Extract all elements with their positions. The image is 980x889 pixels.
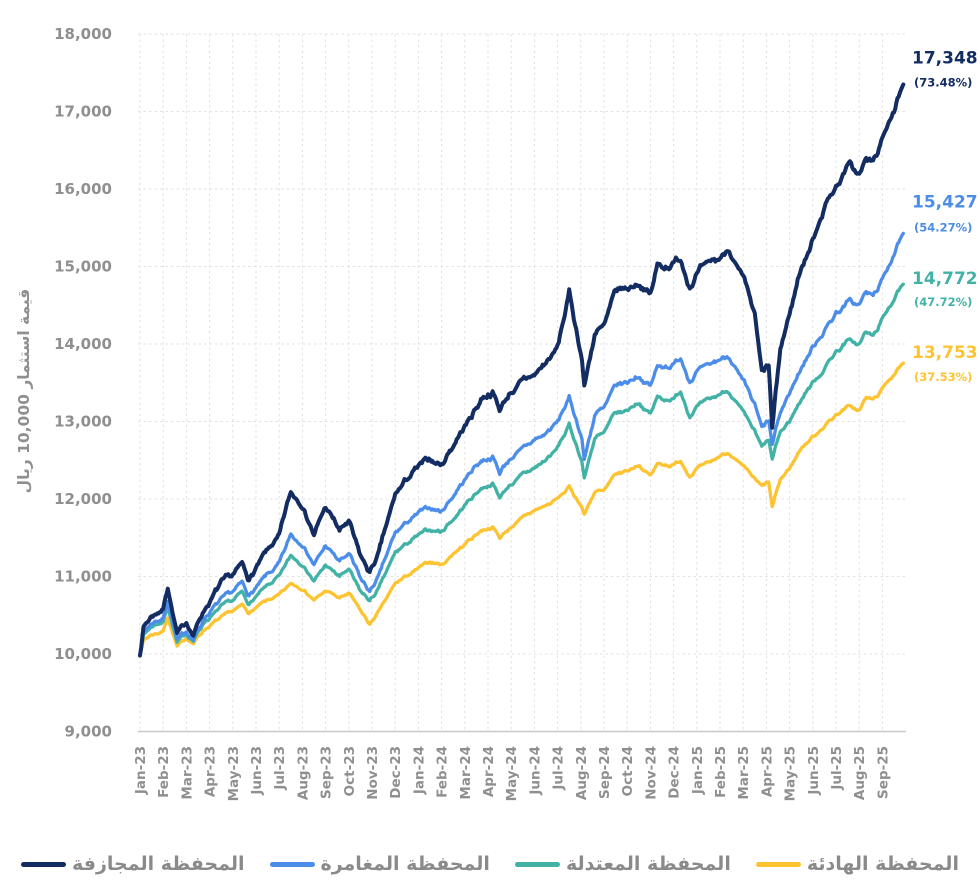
x-tick-label: Aug-23 [295, 746, 311, 800]
x-tick-label: Jul-23 [272, 746, 288, 791]
end-value-calm: 13,753 [912, 343, 978, 363]
x-tick-label: Oct-24 [620, 746, 636, 796]
x-tick-label: May-25 [783, 746, 799, 801]
series-lines [138, 82, 906, 658]
end-pct-moderate: (47.72%) [914, 295, 972, 309]
x-tick-label: Aug-24 [574, 746, 590, 800]
series-line-calm[interactable] [138, 361, 905, 657]
y-tick-label: 10,000 [54, 645, 112, 663]
legend-label-moderate: المحفظة المعتدلة [565, 853, 731, 875]
end-value-risky: 17,348 [912, 49, 978, 69]
legend-item-calm[interactable]: المحفظة الهادئة [755, 853, 959, 875]
x-tick-label: Dec-23 [388, 746, 404, 799]
x-tick-label: May-23 [226, 746, 242, 801]
y-axis-title: قيمة استثمار 10,000 ريال [15, 288, 33, 494]
end-pct-risky: (73.48%) [914, 76, 972, 90]
series-line-moderate[interactable] [138, 282, 905, 657]
x-tick-label: Feb-25 [713, 746, 729, 798]
chart-canvas: Jan-23 Feb-23 Mar-23 Apr-23 May-23 Jun-23 Jul-… [54, 25, 978, 801]
y-tick-label: 17,000 [54, 103, 112, 121]
x-tick-label: Apr-25 [759, 746, 775, 797]
x-tick-label: Sep-24 [597, 746, 613, 799]
end-pct-calm: (37.53%) [914, 370, 972, 384]
x-tick-label: Jan-25 [690, 746, 706, 795]
y-tick-label: 12,000 [54, 490, 112, 508]
y-tick-label: 13,000 [54, 413, 112, 431]
legend-swatch-adventurous [269, 861, 315, 867]
gridlines [138, 33, 906, 733]
chart-legend: المحفظة المجازفة المحفظة المغامرة المحفظ… [0, 842, 980, 886]
x-tick-label: Jul-25 [829, 746, 845, 791]
legend-label-calm: المحفظة الهادئة [806, 853, 959, 875]
x-tick-label: Apr-23 [203, 746, 219, 797]
y-tick-label: 16,000 [54, 180, 112, 198]
x-tick-label: Aug-25 [852, 746, 868, 800]
y-tick-label: 14,000 [54, 335, 112, 353]
series-end-labels: 17,348 (73.48%) 15,427 (54.27%) 14,772 (47.72… [912, 49, 978, 385]
legend-label-risky: المحفظة المجازفة [72, 853, 245, 875]
legend-label-adventurous: المحفظة المغامرة [320, 853, 490, 875]
legend-item-adventurous[interactable]: المحفظة المغامرة [269, 853, 490, 875]
x-tick-label: Nov-23 [365, 746, 381, 800]
series-line-adventurous[interactable] [138, 231, 905, 657]
x-tick-label: Sep-25 [875, 746, 891, 799]
legend-swatch-risky [21, 861, 66, 867]
x-tick-label: Mar-23 [179, 746, 195, 800]
y-tick-label: 9,000 [65, 723, 112, 741]
x-tick-label: Oct-23 [342, 746, 358, 796]
y-tick-label: 15,000 [54, 258, 112, 276]
x-tick-label: Jul-24 [551, 746, 567, 791]
y-axis: 18,000 17,000 16,000 15,000 14,000 13,000 12,0… [54, 25, 112, 741]
x-tick-label: Jun-25 [806, 746, 822, 796]
x-tick-label: Dec-24 [667, 746, 683, 799]
x-tick-label: Sep-23 [319, 746, 335, 799]
y-tick-label: 11,000 [54, 568, 112, 586]
end-pct-adventurous: (54.27%) [914, 220, 972, 234]
x-tick-label: Mar-25 [736, 746, 752, 800]
series-line-risky[interactable] [138, 82, 906, 658]
x-axis: Jan-23 Feb-23 Mar-23 Apr-23 May-23 Jun-23 Jul-… [133, 746, 891, 801]
x-tick-label: Jun-24 [527, 746, 543, 796]
legend-item-risky[interactable]: المحفظة المجازفة [21, 853, 245, 875]
x-tick-label: May-24 [504, 746, 520, 801]
legend-swatch-calm [755, 861, 801, 867]
x-tick-label: Jan-24 [411, 746, 427, 795]
x-tick-label: Feb-23 [156, 746, 172, 798]
y-tick-label: 18,000 [54, 25, 112, 43]
x-tick-label: Jun-23 [249, 746, 265, 796]
x-tick-label: Feb-24 [435, 746, 451, 798]
legend-swatch-moderate [514, 861, 560, 867]
x-tick-label: Jan-23 [133, 746, 149, 795]
x-tick-label: Mar-24 [458, 746, 474, 800]
end-value-adventurous: 15,427 [912, 192, 978, 212]
legend-item-moderate[interactable]: المحفظة المعتدلة [514, 853, 731, 875]
x-tick-label: Nov-24 [643, 746, 659, 800]
x-tick-label: Apr-24 [481, 746, 497, 797]
end-value-moderate: 14,772 [912, 269, 978, 289]
